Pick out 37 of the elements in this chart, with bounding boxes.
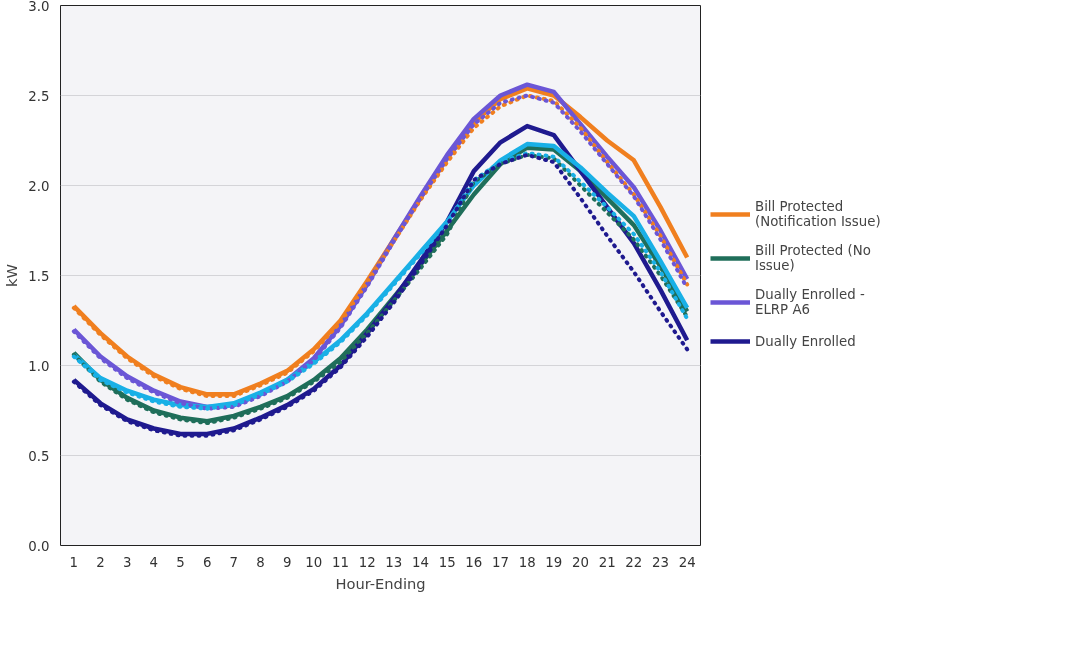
x-tick-label: 2 [96, 554, 105, 570]
x-tick-label: 11 [332, 554, 349, 570]
x-tick-label: 4 [149, 554, 159, 570]
x-tick-label: 18 [518, 554, 536, 570]
x-tick-label: 7 [229, 554, 239, 570]
x-tick-label: 3 [122, 554, 132, 570]
legend-label: Bill Protected (No Issue) [755, 243, 871, 273]
x-tick-label: 13 [385, 554, 403, 570]
legend-label: Bill Protected (Notification Issue) [755, 199, 881, 229]
x-tick-label: 8 [256, 554, 265, 570]
x-tick-label: 22 [625, 554, 643, 570]
legend-label: Dually Enrolled - ELRP A6 [755, 287, 865, 317]
y-tick-label: 2.5 [28, 88, 50, 104]
legend-label: Dually Enrolled [755, 333, 856, 349]
y-tick-label: 1.0 [28, 358, 50, 374]
x-tick-label: 10 [305, 554, 323, 570]
x-tick-label: 6 [202, 554, 212, 570]
y-axis-title: kW [3, 263, 21, 287]
y-tick-label: 2.0 [28, 178, 50, 194]
x-tick-label: 15 [438, 554, 456, 570]
x-axis-title: Hour-Ending [335, 574, 426, 592]
x-tick-label: 1 [69, 554, 79, 570]
x-tick-label: 20 [572, 554, 589, 570]
y-tick-label: 0.0 [28, 538, 50, 554]
x-tick-label: 14 [412, 554, 429, 570]
x-tick-label: 23 [652, 554, 669, 570]
y-tick-label: 1.5 [28, 268, 50, 284]
x-tick-label: 16 [465, 554, 483, 570]
x-tick-label: 9 [282, 554, 292, 570]
x-tick-label: 12 [358, 554, 376, 570]
x-tick-label: 21 [598, 554, 616, 570]
x-tick-label: 19 [545, 554, 563, 570]
x-tick-label: 24 [678, 554, 696, 570]
x-tick-label: 17 [492, 554, 509, 570]
x-tick-label: 5 [176, 554, 185, 570]
y-tick-label: 0.5 [28, 448, 50, 464]
y-tick-label: 3.0 [28, 0, 50, 14]
